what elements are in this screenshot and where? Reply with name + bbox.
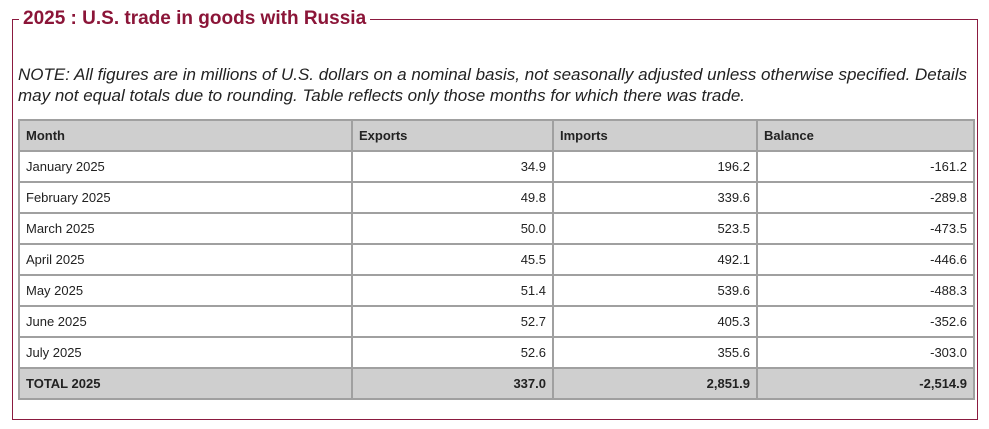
- table-row: January 2025 34.9 196.2 -161.2: [18, 150, 975, 183]
- number-cell: 34.9: [351, 150, 554, 183]
- number-cell: 52.7: [351, 305, 554, 338]
- number-cell: 51.4: [351, 274, 554, 307]
- title: 2025 : U.S. trade in goods with Russia: [23, 8, 367, 29]
- number-cell: -161.2: [756, 150, 975, 183]
- number-cell: -488.3: [756, 274, 975, 307]
- header-cell: Imports: [552, 119, 758, 152]
- number-cell: -2,514.9: [756, 367, 975, 400]
- month-cell: May 2025: [18, 274, 353, 307]
- number-cell: 405.3: [552, 305, 758, 338]
- month-cell: July 2025: [18, 336, 353, 369]
- month-cell: March 2025: [18, 212, 353, 245]
- panel: 2025 : U.S. trade in goods with Russia N…: [12, 8, 978, 420]
- number-cell: 45.5: [351, 243, 554, 276]
- table-row: April 2025 45.5 492.1 -446.6: [18, 243, 975, 276]
- number-cell: 337.0: [351, 367, 554, 400]
- number-cell: 52.6: [351, 336, 554, 369]
- header-cell: Balance: [756, 119, 975, 152]
- number-cell: -303.0: [756, 336, 975, 369]
- number-cell: 49.8: [351, 181, 554, 214]
- month-cell: January 2025: [18, 150, 353, 183]
- header-cell: Exports: [351, 119, 554, 152]
- table-row: March 2025 50.0 523.5 -473.5: [18, 212, 975, 245]
- note: NOTE: All figures are in millions of U.S…: [18, 65, 967, 105]
- number-cell: -289.8: [756, 181, 975, 214]
- table-row: May 2025 51.4 539.6 -488.3: [18, 274, 975, 307]
- month-cell: June 2025: [18, 305, 353, 338]
- table-body: January 2025 34.9 196.2 -161.2 February 2025…: [18, 150, 975, 400]
- month-cell: February 2025: [18, 181, 353, 214]
- month-cell: April 2025: [18, 243, 353, 276]
- number-cell: 539.6: [552, 274, 758, 307]
- number-cell: 2,851.9: [552, 367, 758, 400]
- table-row: February 2025 49.8 339.6 -289.8: [18, 181, 975, 214]
- table-row: June 2025 52.7 405.3 -352.6: [18, 305, 975, 338]
- trade-table: Month Exports Imports Balance January 2025 3…: [18, 119, 975, 400]
- number-cell: -352.6: [756, 305, 975, 338]
- table-row: July 2025 52.6 355.6 -303.0: [18, 336, 975, 369]
- number-cell: 339.6: [552, 181, 758, 214]
- total-row: TOTAL 2025 337.0 2,851.9 -2,514.9: [18, 367, 975, 400]
- number-cell: 523.5: [552, 212, 758, 245]
- number-cell: -446.6: [756, 243, 975, 276]
- header-row: Month Exports Imports Balance: [18, 119, 975, 152]
- number-cell: -473.5: [756, 212, 975, 245]
- number-cell: 492.1: [552, 243, 758, 276]
- month-cell: TOTAL 2025: [18, 367, 353, 400]
- number-cell: 355.6: [552, 336, 758, 369]
- number-cell: 196.2: [552, 150, 758, 183]
- header-cell: Month: [18, 119, 353, 152]
- number-cell: 50.0: [351, 212, 554, 245]
